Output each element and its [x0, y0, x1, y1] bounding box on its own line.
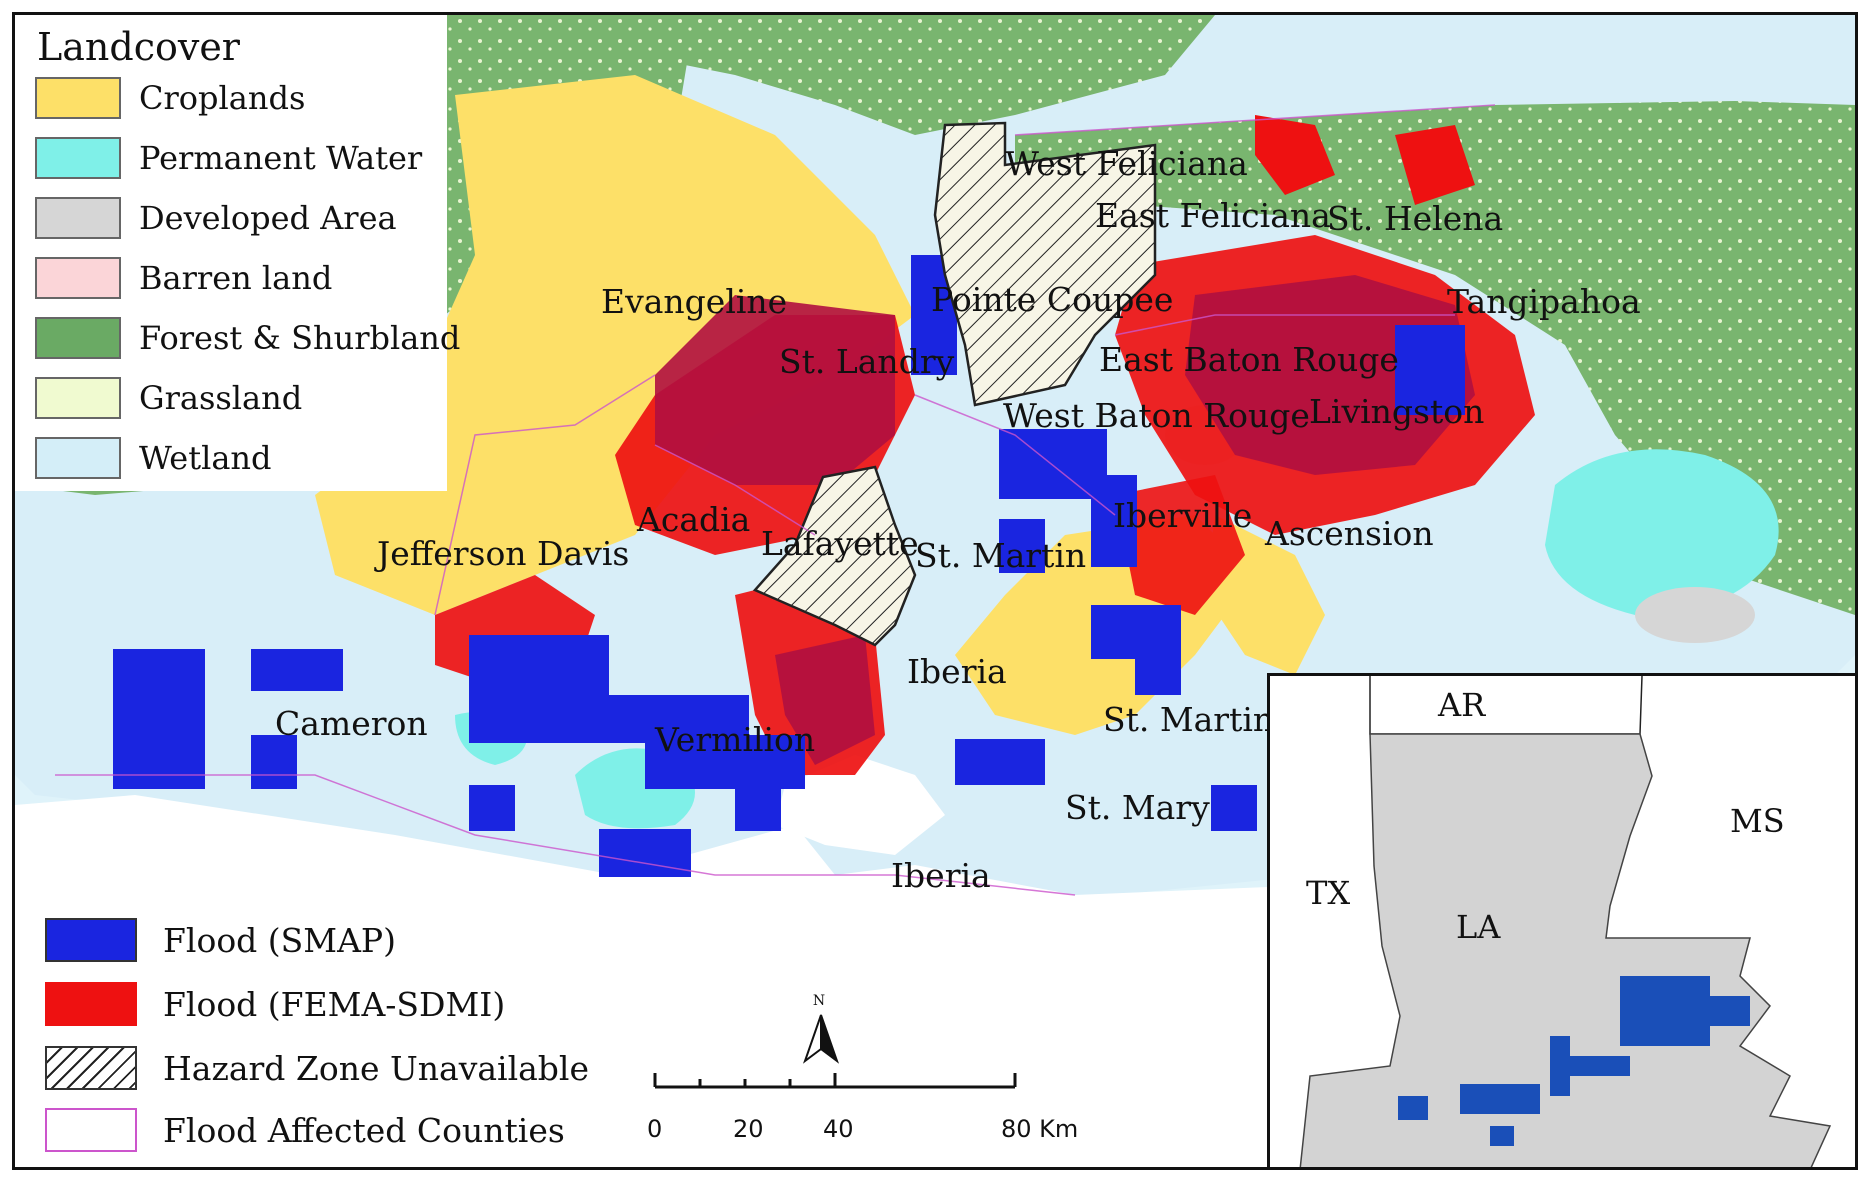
flood-legend: Flood (SMAP) Flood (FEMA-SDMI) Hazard Zo…: [15, 895, 615, 1165]
legend-label: Permanent Water: [139, 139, 423, 177]
legend-item-hazard-unavailable: Hazard Zone Unavailable: [45, 1043, 589, 1093]
legend-swatch: [45, 982, 137, 1026]
legend-item-croplands: Croplands: [35, 75, 305, 121]
parish-label: East Baton Rouge: [1099, 340, 1399, 379]
north-arrow-icon: N: [802, 993, 840, 1064]
scale-tick-label: 40: [823, 1115, 854, 1143]
lake-pontchartrain: [1545, 449, 1779, 615]
parish-label: Evangeline: [601, 282, 787, 321]
forest-east: [1015, 101, 1855, 615]
parish-label: East Feliciana: [1095, 196, 1331, 235]
legend-item-flood-fema: Flood (FEMA-SDMI): [45, 979, 505, 1029]
forest-mid: [475, 15, 1215, 135]
legend-swatch: [35, 377, 121, 419]
scale-tick-label: 80 Km: [1001, 1115, 1079, 1143]
parish-label: Vermilion: [654, 720, 815, 759]
parish-label: Iberville: [1113, 496, 1252, 535]
legend-item-wetland: Wetland: [35, 435, 271, 481]
hazard-pointe-coupee: [933, 121, 1157, 407]
scale-tick-label: 0: [647, 1115, 663, 1143]
landcover-legend: Landcover Croplands Permanent Water Deve…: [15, 15, 460, 491]
inset-label-tx: TX: [1306, 874, 1350, 912]
legend-label: Wetland: [139, 439, 272, 477]
parish-label: St. Martin: [915, 536, 1086, 575]
legend-label: Barren land: [139, 259, 333, 297]
legend-item-barren-land: Barren land: [35, 255, 332, 301]
legend-swatch: [35, 77, 121, 119]
legend-item-developed-area: Developed Area: [35, 195, 397, 241]
parish-label: St. Martin: [1103, 700, 1274, 739]
overlap-st-landry: [655, 295, 895, 485]
legend-label: Flood (SMAP): [163, 920, 396, 960]
inset-label-la: LA: [1456, 908, 1501, 946]
parish-label: West Feliciana: [1005, 144, 1248, 183]
developed-new-orleans: [1635, 587, 1755, 643]
parish-label: Iberia: [891, 856, 991, 895]
map-frame: West Feliciana East Feliciana St. Helena…: [12, 12, 1858, 1170]
scale-bar: [653, 1073, 1017, 1089]
legend-swatch: [35, 137, 121, 179]
legend-item-grassland: Grassland: [35, 375, 302, 421]
county-boundaries: [55, 104, 1496, 896]
svg-text:N: N: [813, 993, 825, 1009]
legend-label: Hazard Zone Unavailable: [163, 1048, 590, 1088]
legend-label: Forest & Shurbland: [139, 319, 461, 357]
fema-flood-7: [1115, 475, 1245, 615]
inset-map[interactable]: AR MS TX LA: [1267, 673, 1855, 1167]
inset-label-ms: MS: [1730, 802, 1785, 840]
inset-map-canvas: AR MS TX LA: [1299, 676, 1832, 1167]
legend-label: Developed Area: [139, 199, 397, 237]
parish-label: Cameron: [275, 704, 428, 743]
legend-item-forest-shrubland: Forest & Shurbland: [35, 315, 460, 361]
legend-swatch: [35, 257, 121, 299]
fema-flood-5: [1255, 115, 1335, 195]
legend-swatch: [35, 197, 121, 239]
legend-title: Landcover: [37, 25, 240, 69]
parish-label: Livingston: [1309, 392, 1484, 431]
parish-label: West Baton Rouge: [1003, 396, 1310, 435]
legend-label: Grassland: [139, 379, 303, 417]
parish-label: Lafayette: [761, 524, 919, 563]
parish-label: Acadia: [636, 500, 750, 539]
ar-boundary: [1369, 676, 1643, 735]
legend-label: Croplands: [139, 79, 306, 117]
legend-label: Flood Affected Counties: [163, 1110, 565, 1150]
legend-item-permanent-water: Permanent Water: [35, 135, 422, 181]
parish-label: Ascension: [1264, 514, 1434, 553]
legend-item-flood-smap: Flood (SMAP): [45, 915, 396, 965]
overlap-vermilion: [775, 635, 875, 765]
legend-swatch: [45, 1046, 137, 1090]
legend-label: Flood (FEMA-SDMI): [163, 984, 506, 1024]
parish-label: Iberia: [907, 652, 1007, 691]
inset-label-ar: AR: [1437, 686, 1486, 724]
legend-swatch: [35, 317, 121, 359]
parish-label: Jefferson Davis: [374, 534, 629, 573]
vermilion-bay: [775, 755, 945, 855]
fema-flood-6: [1395, 125, 1475, 205]
legend-item-flood-affected-counties: Flood Affected Counties: [45, 1105, 565, 1155]
hazard-lafayette: [752, 465, 917, 647]
parish-label: St. Landry: [779, 342, 955, 381]
parish-label: Tangipahoa: [1447, 282, 1641, 321]
parish-label: St. Mary: [1065, 788, 1210, 827]
louisiana-shape: [1299, 733, 1832, 1167]
inset-flood-blocks: [1398, 976, 1750, 1146]
parish-label: Pointe Coupee: [931, 280, 1173, 319]
legend-swatch: [45, 1108, 137, 1152]
parish-label: St. Helena: [1327, 199, 1503, 238]
legend-swatch: [45, 918, 137, 962]
legend-swatch: [35, 437, 121, 479]
scale-tick-label: 20: [733, 1115, 764, 1143]
